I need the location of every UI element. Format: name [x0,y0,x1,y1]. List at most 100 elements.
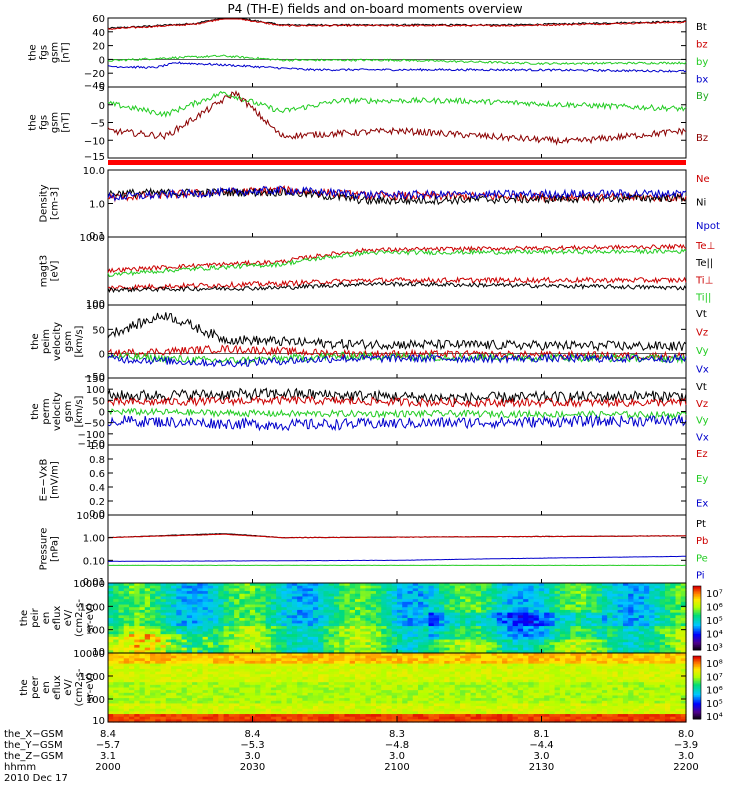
spectrogram-cell [381,650,388,654]
spectrogram-cell [118,634,125,638]
spectrogram-cell [460,650,466,654]
spectrogram-cell [391,612,398,616]
spectrogram-cell [307,647,314,651]
spectrogram-cell [108,708,114,712]
colorbar-swatch [693,595,701,598]
spectrogram-cell [502,634,508,638]
spectrogram-cell [586,585,593,589]
spectrogram-cell [481,679,487,683]
spectrogram-cell [307,671,314,675]
spectrogram-cell [360,612,367,616]
spectrogram-cell [333,601,340,606]
spectrogram-cell [265,706,272,710]
spectrogram-cell [249,585,256,589]
spectrogram-cell [328,663,335,667]
spectrogram-cell [460,596,466,600]
spectrogram-cell [402,674,409,678]
spectrogram-cell [165,679,172,683]
spectrogram-cell [528,647,535,651]
spectrogram-cell [454,588,461,592]
spectrogram-cell [123,684,130,689]
spectrogram-cell [375,687,382,691]
spectrogram-cell [249,623,256,627]
spectrogram-cell [333,682,340,686]
spectrogram-cell [113,698,120,702]
spectrogram-cell [407,695,414,699]
spectrogram-cell [244,703,251,707]
spectrogram-cell [523,620,529,624]
spectrogram-cell [601,631,608,635]
spectrogram-cell [481,700,487,705]
spectrogram-cell [297,682,304,686]
spectrogram-cell [155,708,162,712]
spectrogram-cell [412,631,419,635]
spectrogram-cell [234,618,240,622]
spectrogram-cell [344,583,351,587]
spectrogram-cell [323,620,330,624]
spectrogram-cell [270,599,277,603]
spectrogram-cell [433,706,440,710]
spectrogram-cell [297,593,304,598]
spectrogram-cell [202,596,209,600]
spectrogram-cell [291,655,298,659]
spectrogram-cell [423,719,430,723]
spectrogram-cell [370,666,377,670]
spectrogram-cell [418,644,424,649]
spectrogram-cell [454,692,461,697]
spectrogram-cell [360,674,367,678]
spectrogram-cell [354,716,361,720]
spectrogram-cell [118,711,125,715]
spectrogram-cell [234,647,240,651]
spectrogram-cell [255,684,261,689]
spectrogram-cell [344,599,351,603]
spectrogram-cell [664,601,671,606]
spectrogram-cell [312,674,319,678]
spectrogram-cell [160,706,167,710]
spectrogram-cell [113,708,120,712]
spectrogram-cell [165,639,172,643]
spectrogram-cell [223,623,230,627]
spectrogram-cell [386,687,393,691]
spectrogram-cell [118,644,125,649]
spectrogram-cell [249,634,256,638]
spectrogram-cell [491,583,498,587]
spectrogram-cell [260,644,267,649]
spectrogram-cell [475,583,482,587]
spectrogram-cell [491,642,498,646]
spectrogram-cell [344,647,351,651]
spectrogram-cell [307,679,314,683]
spectrogram-cell [402,663,409,667]
spectrogram-cell [244,698,251,702]
spectrogram-cell [491,636,498,641]
spectrogram-cell [134,615,141,619]
spectrogram-cell [218,639,225,643]
spectrogram-cell [375,644,382,649]
spectrogram-cell [202,644,209,649]
spectrogram-cell [391,706,398,710]
spectrogram-cell [108,599,114,603]
spectrogram-cell [454,658,461,662]
spectrogram-cell [223,588,230,592]
spectrogram-cell [449,639,456,643]
spectrogram-cell [207,684,214,689]
spectrogram-cell [512,695,519,699]
spectrogram-cell [155,618,162,622]
spectrogram-cell [181,636,188,641]
spectrogram-cell [171,655,177,659]
spectrogram-cell [192,668,198,673]
spectrogram-cell [365,593,372,598]
spectrogram-cell [360,623,367,627]
spectrogram-cell [496,708,503,712]
spectrogram-cell [612,599,619,603]
spectrogram-cell [134,706,141,710]
spectrogram-cell [139,671,146,675]
spectrogram-cell [517,591,524,595]
spectrogram-cell [108,585,114,589]
spectrogram-cell [502,647,508,651]
spectrogram-cell [375,604,382,608]
spectrogram-cell [349,591,356,595]
spectrogram-cell [260,711,267,715]
spectrogram-cell [129,687,135,691]
spectrogram-cell [286,615,293,619]
